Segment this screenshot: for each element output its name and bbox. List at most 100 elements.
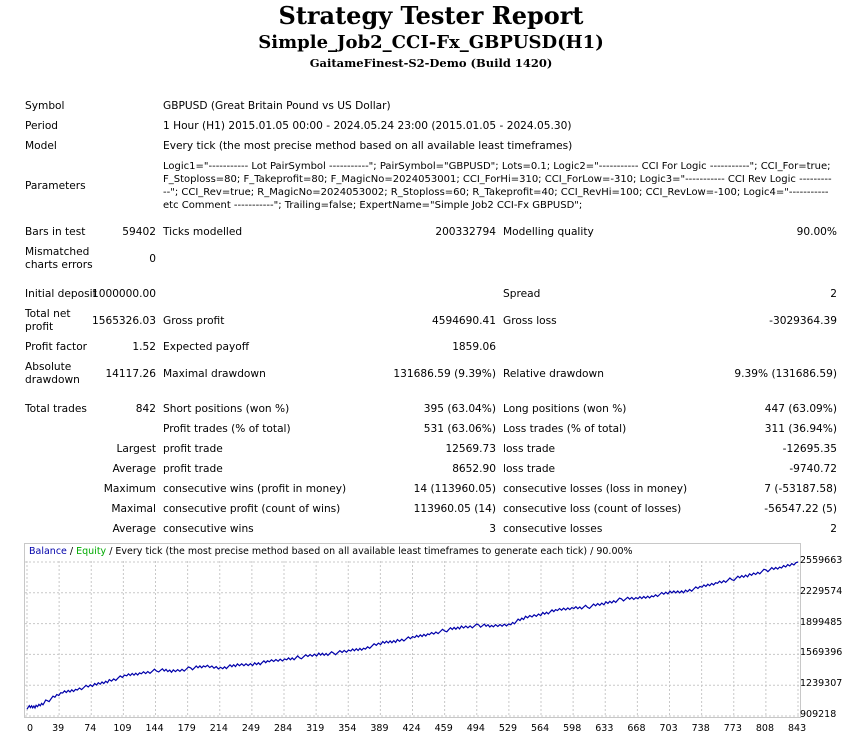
trades-value: 842 [135, 403, 156, 415]
x-tick-label: 598 [563, 723, 582, 734]
alt-value: -9740.72 [789, 463, 837, 475]
average-label: Average [112, 463, 156, 475]
grossprofit-label: Gross profit [163, 315, 225, 327]
maxdd-label: Maximal drawdown [163, 368, 266, 380]
average2-label: Average [112, 523, 156, 535]
grossloss-label: Gross loss [503, 315, 557, 327]
quality-label: Modelling quality [503, 226, 594, 238]
x-tick-label: 773 [723, 723, 742, 734]
maximum-label: Maximum [103, 483, 156, 495]
deposit-value: 1000000.00 [91, 288, 156, 300]
x-tick-label: 354 [338, 723, 357, 734]
netprofit-value: 1565326.03 [91, 315, 156, 327]
mcp-value: 113960.05 (14) [413, 503, 496, 515]
llt-label: loss trade [503, 443, 556, 455]
chart-legend: Balance / Equity / Every tick (the most … [29, 546, 633, 557]
short-value: 395 (63.04%) [423, 403, 496, 415]
absdd-label: Absolute drawdown [25, 361, 80, 386]
x-tick-label: 284 [274, 723, 293, 734]
maxdd-value: 131686.59 (9.39%) [393, 368, 496, 380]
report-title: Strategy Tester Report [278, 1, 584, 30]
x-tick-label: 703 [659, 723, 678, 734]
quality-value: 90.00% [796, 226, 837, 238]
balance-line [26, 561, 799, 710]
bars-value: 59402 [122, 226, 156, 238]
payoff-label: Expected payoff [163, 341, 250, 353]
chart-canvas [25, 561, 800, 717]
y-tick-label: 909218 [800, 709, 837, 720]
mcp-label: consecutive profit (count of wins) [163, 503, 341, 515]
reldd-value: 9.39% (131686.59) [734, 368, 837, 380]
period-label: Period [25, 120, 59, 132]
mismatch-label: Mismatched charts errors [25, 246, 93, 271]
pf-value: 1.52 [132, 341, 156, 353]
mcll-label: consecutive loss (count of losses) [503, 503, 682, 515]
acw-label: consecutive wins [163, 523, 254, 535]
legend-equity: Equity [76, 546, 107, 557]
absdd-value: 14117.26 [105, 368, 156, 380]
y-tick-label: 1239307 [800, 678, 843, 690]
maximal-label: Maximal [111, 503, 156, 515]
bars-label: Bars in test [25, 226, 86, 238]
x-tick-label: 319 [306, 723, 325, 734]
x-tick-label: 74 [84, 723, 97, 734]
x-tick-label: 843 [788, 723, 807, 734]
long-label: Long positions (won %) [503, 403, 627, 415]
mcll-value: -56547.22 (5) [764, 503, 837, 515]
ticks-value: 200332794 [435, 226, 496, 238]
y-tick-label: 1899485 [800, 616, 843, 628]
ltrades-value: 311 (36.94%) [764, 423, 837, 435]
spread-value: 2 [830, 288, 837, 300]
trades-label: Total trades [25, 403, 87, 415]
x-tick-label: 564 [531, 723, 550, 734]
netprofit-label: Total net profit [25, 308, 71, 333]
ptrades-value: 531 (63.06%) [423, 423, 496, 435]
lpt-value: 12569.73 [445, 443, 496, 455]
x-tick-label: 808 [755, 723, 775, 734]
balance-chart: Balance / Equity / Every tick (the most … [24, 543, 801, 718]
x-tick-label: 144 [145, 723, 164, 734]
x-tick-label: 668 [627, 723, 646, 734]
y-tick-label: 1569396 [800, 647, 843, 659]
apt-label: profit trade [163, 463, 223, 475]
long-value: 447 (63.09%) [764, 403, 837, 415]
mcl-value: 7 (-53187.58) [764, 483, 837, 495]
x-tick-label: 389 [370, 723, 389, 734]
mcw-label: consecutive wins (profit in money) [163, 483, 347, 495]
symbol-value: GBPUSD (Great Britain Pound vs US Dollar… [163, 100, 391, 112]
y-tick-label: 2559663 [800, 555, 843, 566]
legend-rest: / Every tick (the most precise method ba… [106, 546, 633, 557]
x-tick-label: 109 [113, 723, 132, 734]
x-tick-label: 179 [177, 723, 196, 734]
apt-value: 8652.90 [452, 463, 496, 475]
server-build: GaitameFinest-S2-Demo (Build 1420) [309, 56, 553, 70]
legend-sep: / [66, 546, 77, 557]
report-subtitle: Simple_Job2_CCI-Fx_GBPUSD(H1) [258, 32, 604, 53]
ptrades-label: Profit trades (% of total) [163, 423, 291, 435]
period-value: 1 Hour (H1) 2015.01.05 00:00 - 2024.05.2… [163, 120, 572, 132]
acl-label: consecutive losses [503, 523, 603, 535]
x-tick-label: 738 [691, 723, 710, 734]
mcw-value: 14 (113960.05) [413, 483, 496, 495]
y-tick-label: 2229574 [800, 585, 843, 597]
model-label: Model [25, 140, 57, 152]
x-tick-label: 633 [595, 723, 614, 734]
ticks-label: Ticks modelled [163, 226, 243, 238]
x-tick-label: 494 [466, 723, 485, 734]
model-value: Every tick (the most precise method base… [163, 140, 573, 152]
x-tick-label: 529 [498, 723, 518, 734]
ltrades-label: Loss trades (% of total) [503, 423, 627, 435]
legend-balance: Balance [29, 546, 67, 557]
pf-label: Profit factor [25, 341, 88, 353]
acw-value: 3 [489, 523, 496, 535]
largest-label: Largest [116, 443, 156, 455]
x-tick-label: 249 [241, 723, 261, 734]
grossprofit-value: 4594690.41 [431, 315, 496, 327]
alt-label: loss trade [503, 463, 556, 475]
x-tick-label: 459 [434, 723, 453, 734]
short-label: Short positions (won %) [163, 403, 290, 415]
parameters-label: Parameters [25, 180, 86, 192]
grossloss-value: -3029364.39 [769, 315, 837, 327]
mismatch-value: 0 [149, 253, 156, 265]
x-tick-label: 39 [52, 723, 65, 734]
